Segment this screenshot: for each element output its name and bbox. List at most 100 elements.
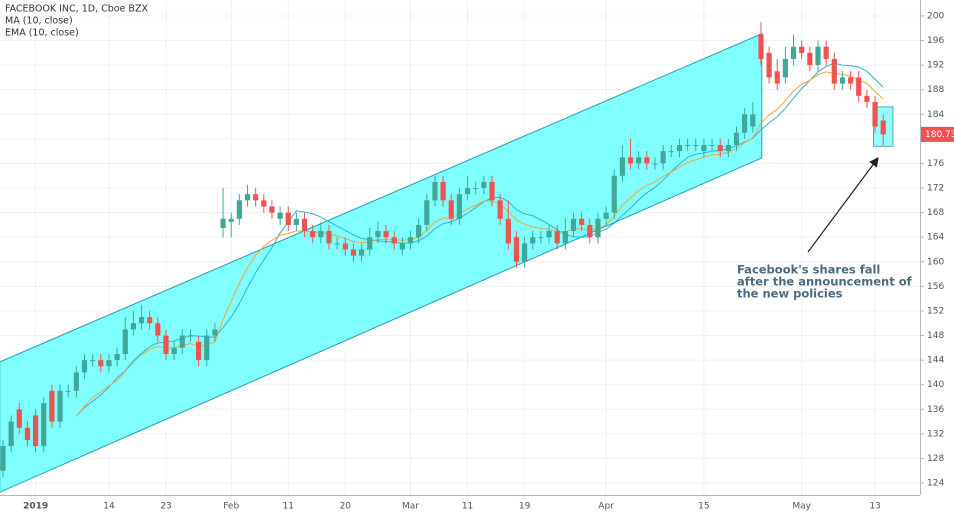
candle-body (774, 71, 780, 84)
candle-body (579, 218, 585, 225)
candle-body (505, 218, 511, 244)
x-tick-label: Apr (598, 502, 614, 512)
candle-body (587, 224, 593, 238)
x-tick-label: 2019 (23, 502, 48, 512)
y-tick-label: 152 (927, 306, 944, 316)
candle-body (538, 237, 544, 239)
candle-body (318, 231, 324, 238)
candle-body (546, 231, 552, 238)
y-tick-label: 164 (927, 233, 944, 243)
chart-title: FACEBOOK INC, 1D, Cboe BZX (5, 4, 148, 15)
candle-body (473, 188, 479, 190)
candle-body (106, 360, 112, 367)
y-tick-label: 188 (927, 85, 944, 95)
candle-body (98, 360, 104, 367)
candle-body (285, 212, 291, 225)
y-tick-label: 176 (927, 159, 944, 169)
candle-body (301, 218, 308, 232)
candle-body (660, 151, 666, 164)
candle-body (310, 231, 316, 238)
candle-body (8, 421, 14, 447)
candle-body (831, 58, 837, 84)
candle-body (530, 237, 536, 244)
candle-body (73, 372, 79, 391)
candle-body (16, 409, 22, 428)
candle-body (65, 390, 71, 392)
x-tick-label: 13 (869, 502, 880, 512)
candle-body (0, 446, 6, 471)
indicator-line (75, 71, 884, 417)
indicator-lines (75, 62, 884, 417)
candle-body (685, 145, 691, 147)
y-tick-label: 172 (927, 184, 944, 194)
candle-body (513, 237, 520, 262)
candle-body (562, 231, 568, 244)
candle-body (709, 145, 715, 147)
candle-body (57, 390, 63, 422)
candle-body (350, 249, 357, 256)
candle-body (807, 52, 813, 66)
candle-body (448, 200, 454, 219)
candle-body (782, 58, 788, 78)
x-tick-label: Mar (402, 502, 419, 512)
candle-body (367, 237, 373, 250)
candle-body (130, 323, 136, 330)
candle-body (293, 218, 299, 225)
annotation-line: the new policies (737, 287, 843, 301)
candle-body (334, 243, 340, 245)
y-tick-label: 200 (927, 11, 944, 21)
y-tick-label: 184 (927, 110, 944, 120)
candle-body (342, 243, 348, 250)
annotation-line: after the announcement of (737, 275, 913, 289)
candle-body (497, 200, 503, 219)
candle-body (839, 77, 846, 84)
y-tick-label: 148 (927, 331, 944, 341)
candle-body (179, 335, 185, 348)
candle-body (668, 151, 674, 153)
candle-body (742, 114, 748, 133)
last-price-tag: 180.73 (921, 126, 954, 142)
candle-body (122, 329, 128, 354)
candle-body (432, 181, 438, 201)
y-tick-label: 124 (927, 479, 944, 489)
candle-body (570, 218, 577, 232)
candle-body (424, 200, 430, 225)
arrow (807, 157, 879, 253)
candle-body (269, 206, 275, 213)
candle-body (611, 175, 617, 213)
candle-body (725, 145, 731, 152)
candle-body (24, 427, 31, 440)
last-price-box (921, 126, 954, 142)
candle-body (187, 335, 194, 337)
x-tick-label: 23 (160, 502, 171, 512)
candle-body (554, 231, 560, 244)
candle-body (383, 231, 389, 238)
candle-body (138, 317, 145, 324)
candle-body (603, 212, 609, 219)
candle-body (464, 188, 471, 195)
candle-body (277, 212, 283, 219)
candle-body (236, 200, 242, 219)
candle-body (823, 46, 829, 59)
candle-body (790, 46, 797, 59)
candle-body (652, 163, 658, 165)
candle-body (864, 95, 870, 103)
candle-body (253, 194, 259, 201)
legend-entry: EMA (10, close) (5, 28, 79, 39)
candle-body (456, 194, 462, 219)
y-tick-label: 140 (927, 380, 944, 390)
candle-body (766, 52, 772, 78)
candle-body (244, 194, 251, 201)
last-price-label: 180.73 (925, 130, 954, 140)
candle-body (49, 390, 55, 422)
candle-body (717, 145, 723, 152)
candle-body (676, 145, 683, 152)
candle-body (856, 77, 862, 96)
candle-body (848, 77, 854, 84)
candle-body (799, 46, 805, 53)
candle-body (171, 347, 177, 354)
y-tick-label: 144 (927, 356, 944, 366)
y-tick-label: 156 (927, 282, 944, 292)
candle-body (196, 341, 202, 361)
